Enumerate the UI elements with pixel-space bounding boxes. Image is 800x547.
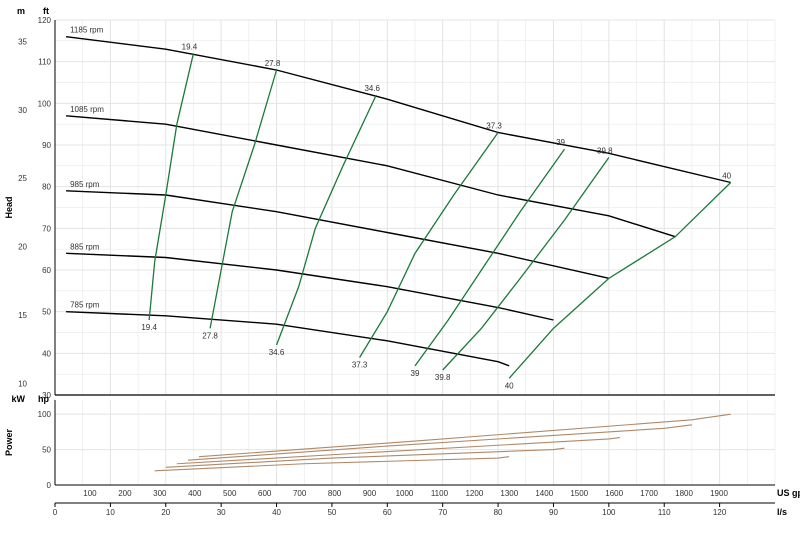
eff-label-bot: 34.6 — [269, 348, 285, 357]
eff-label-bot: 27.8 — [202, 331, 218, 340]
m-header: m — [17, 6, 25, 16]
m-tick: 15 — [18, 311, 27, 320]
m-tick: 20 — [18, 243, 27, 252]
eff-label-top: 39 — [556, 138, 565, 147]
ft-tick: 40 — [42, 349, 51, 358]
eff-label-bot: 40 — [505, 381, 514, 390]
gpm-tick: 1500 — [570, 489, 588, 498]
kw-header: kW — [12, 394, 26, 404]
gpm-tick: 800 — [328, 489, 342, 498]
ls-tick: 100 — [602, 508, 616, 517]
gpm-tick: 1200 — [465, 489, 483, 498]
hp-tick: 0 — [47, 481, 52, 490]
ls-tick: 60 — [383, 508, 392, 517]
ls-tick: 70 — [438, 508, 447, 517]
rpm-label: 1085 rpm — [70, 105, 104, 114]
ft-tick: 80 — [42, 183, 51, 192]
hp-tick: 50 — [42, 446, 51, 455]
eff-label-bot: 39.8 — [435, 373, 451, 382]
ft-tick: 60 — [42, 266, 51, 275]
ft-tick: 90 — [42, 141, 51, 150]
gpm-tick: 1100 — [431, 489, 449, 498]
gpm-tick: 200 — [118, 489, 132, 498]
rpm-label: 885 rpm — [70, 242, 100, 251]
power-ytitle: Power — [4, 429, 14, 457]
rpm-label: 985 rpm — [70, 180, 100, 189]
ft-tick: 100 — [38, 99, 52, 108]
gpm-tick: 900 — [363, 489, 377, 498]
m-tick: 30 — [18, 106, 27, 115]
gpm-tick: 1400 — [535, 489, 553, 498]
gpm-tick: 1000 — [396, 489, 414, 498]
pump-curve-chart: { "canvas":{"w":800,"h":547}, "colors":{… — [0, 0, 800, 547]
ls-tick: 50 — [327, 508, 336, 517]
gpm-tick: 1600 — [605, 489, 623, 498]
ls-tick: 80 — [494, 508, 503, 517]
gpm-tick: 300 — [153, 489, 167, 498]
gpm-label: US gpm — [777, 488, 800, 498]
eff-label-top: 40 — [722, 172, 731, 181]
gpm-tick: 1300 — [500, 489, 518, 498]
eff-label-bot: 19.4 — [141, 323, 157, 332]
gpm-tick: 400 — [188, 489, 202, 498]
ls-tick: 10 — [106, 508, 115, 517]
hp-header: hp — [38, 394, 49, 404]
eff-label-bot: 39 — [411, 369, 420, 378]
ls-tick: 30 — [217, 508, 226, 517]
eff-label-top: 39.8 — [597, 147, 613, 156]
ls-tick: 0 — [53, 508, 58, 517]
rpm-label: 785 rpm — [70, 301, 100, 310]
gpm-tick: 100 — [83, 489, 97, 498]
eff-label-top: 19.4 — [182, 42, 198, 51]
eff-label-top: 34.6 — [364, 84, 380, 93]
ls-tick: 90 — [549, 508, 558, 517]
eff-label-top: 27.8 — [265, 59, 281, 68]
ls-label: l/s — [777, 507, 787, 517]
ft-tick: 50 — [42, 308, 51, 317]
gpm-tick: 1900 — [710, 489, 728, 498]
gpm-tick: 700 — [293, 489, 307, 498]
ft-tick: 120 — [38, 16, 52, 25]
gpm-tick: 1800 — [675, 489, 693, 498]
head-ytitle: Head — [4, 196, 14, 218]
gpm-tick: 1700 — [640, 489, 658, 498]
m-tick: 10 — [18, 379, 27, 388]
eff-label-top: 37.3 — [486, 122, 502, 131]
chart-svg: 1185 rpm 1085 rpm 985 rpm 885 rpm 785 rpm 19.… — [0, 0, 800, 547]
ls-tick: 40 — [272, 508, 281, 517]
ft-tick: 110 — [38, 58, 51, 67]
ft-header: ft — [43, 6, 49, 16]
m-tick: 25 — [18, 174, 27, 183]
hp-tick: 100 — [38, 410, 52, 419]
gpm-tick: 500 — [223, 489, 237, 498]
ls-tick: 110 — [658, 508, 671, 517]
ft-tick: 70 — [42, 224, 51, 233]
m-tick: 35 — [18, 38, 27, 47]
ls-tick: 120 — [713, 508, 727, 517]
eff-label-bot: 37.3 — [352, 361, 368, 370]
rpm-label: 1185 rpm — [70, 26, 104, 35]
gpm-tick: 600 — [258, 489, 272, 498]
ls-tick: 20 — [161, 508, 170, 517]
